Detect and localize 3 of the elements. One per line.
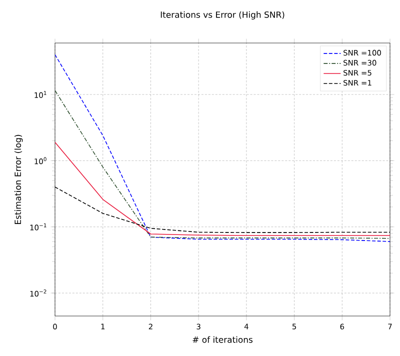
x-axis-title: # of iterations xyxy=(192,336,252,343)
chart-title: Iterations vs Error (High SNR) xyxy=(160,11,284,20)
y-axis-title: Estimation Error (log) xyxy=(14,134,23,224)
